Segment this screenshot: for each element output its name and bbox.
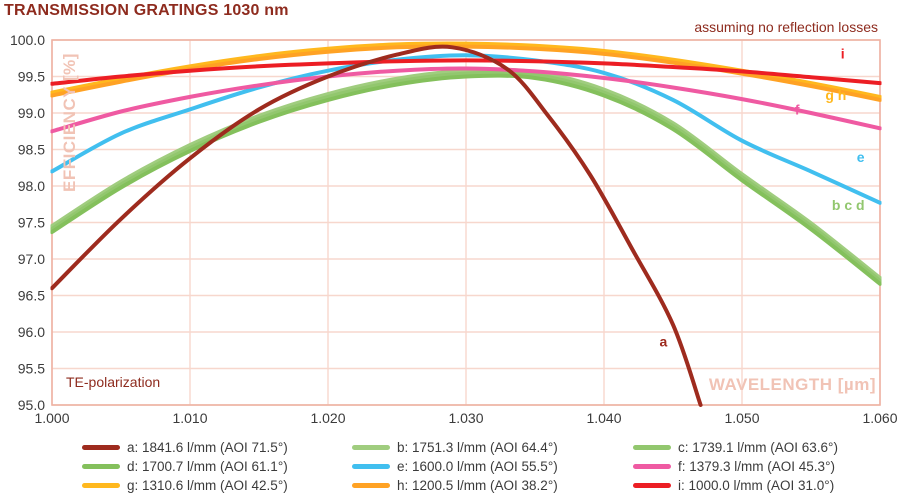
legend-label-c: c: 1739.1 l/mm (AOI 63.6°): [678, 440, 838, 455]
legend-swatch-c: [633, 445, 671, 450]
curve-label-a: a: [659, 334, 667, 350]
x-tick-label: 1.030: [448, 410, 483, 426]
x-tick-label: 1.000: [34, 410, 69, 426]
legend-item-g: g: 1310.6 l/mm (AOI 42.5°): [82, 476, 352, 495]
y-tick-label: 95.5: [18, 361, 45, 377]
y-tick-label: 99.0: [18, 105, 45, 121]
curve-label-g-h: g h: [825, 87, 846, 103]
legend-label-a: a: 1841.6 l/mm (AOI 71.5°): [127, 440, 288, 455]
series-b-line: [50, 67, 882, 280]
legend-label-g: g: 1310.6 l/mm (AOI 42.5°): [127, 478, 288, 493]
x-tick-label: 1.060: [862, 410, 897, 426]
legend-item-c: c: 1739.1 l/mm (AOI 63.6°): [633, 438, 838, 457]
series-d-line: [50, 73, 882, 286]
x-tick-label: 1.010: [172, 410, 207, 426]
page-title: TRANSMISSION GRATINGS 1030 nm: [4, 2, 289, 19]
y-tick-label: 98.5: [18, 142, 45, 158]
y-tick-label: 100.0: [10, 32, 45, 48]
legend-item-h: h: 1200.5 l/mm (AOI 38.2°): [352, 476, 633, 495]
series-f-line: [50, 66, 882, 134]
legend-item-d: d: 1700.7 l/mm (AOI 61.1°): [82, 457, 352, 476]
series-e-line: [50, 53, 882, 205]
legend: a: 1841.6 l/mm (AOI 71.5°) b: 1751.3 l/mm…: [82, 438, 838, 495]
legend-label-i: i: 1000.0 l/mm (AOI 31.0°): [678, 478, 835, 493]
legend-swatch-h: [352, 483, 390, 488]
legend-swatch-d: [82, 464, 120, 469]
y-tick-label: 97.5: [18, 215, 45, 231]
curve-label-b-c-d: b c d: [832, 197, 865, 213]
y-tick-label: 99.5: [18, 69, 45, 85]
legend-swatch-a: [82, 445, 120, 450]
y-axis-title: EFFICIENCY [%]: [60, 53, 79, 192]
series-group: [50, 41, 882, 407]
legend-item-f: f: 1379.3 l/mm (AOI 45.3°): [633, 457, 838, 476]
legend-label-e: e: 1600.0 l/mm (AOI 55.5°): [397, 459, 558, 474]
curve-label-e: e: [857, 149, 865, 165]
y-tick-label: 96.0: [18, 324, 45, 340]
legend-swatch-e: [352, 464, 390, 469]
legend-item-i: i: 1000.0 l/mm (AOI 31.0°): [633, 476, 838, 495]
series-a-line: [50, 44, 703, 407]
x-axis-title: WAVELENGTH [µm]: [708, 375, 876, 394]
x-tick-label: 1.040: [586, 410, 621, 426]
x-tick-label: 1.050: [724, 410, 759, 426]
curve-label-f: f: [795, 101, 800, 117]
legend-swatch-b: [352, 445, 390, 450]
x-tick-label: 1.020: [310, 410, 345, 426]
legend-swatch-i: [633, 483, 671, 488]
annotation-no-reflection-losses: assuming no reflection losses: [694, 19, 878, 35]
legend-label-h: h: 1200.5 l/mm (AOI 38.2°): [397, 478, 558, 493]
series-i-line: [50, 58, 882, 86]
legend-swatch-g: [82, 483, 120, 488]
legend-swatch-f: [633, 464, 671, 469]
legend-label-b: b: 1751.3 l/mm (AOI 64.4°): [397, 440, 558, 455]
annotation-te-polarization: TE-polarization: [66, 374, 161, 390]
y-tick-label: 97.0: [18, 251, 45, 267]
legend-item-a: a: 1841.6 l/mm (AOI 71.5°): [82, 438, 352, 457]
y-tick-label: 95.0: [18, 397, 45, 413]
legend-item-b: b: 1751.3 l/mm (AOI 64.4°): [352, 438, 633, 457]
legend-label-d: d: 1700.7 l/mm (AOI 61.1°): [127, 459, 288, 474]
legend-label-f: f: 1379.3 l/mm (AOI 45.3°): [678, 459, 835, 474]
y-tick-label: 96.5: [18, 288, 45, 304]
plot-border: [51, 39, 881, 406]
curve-label-i: i: [841, 45, 845, 61]
series-c-line: [50, 70, 882, 283]
y-tick-label: 98.0: [18, 178, 45, 194]
legend-item-e: e: 1600.0 l/mm (AOI 55.5°): [352, 457, 633, 476]
